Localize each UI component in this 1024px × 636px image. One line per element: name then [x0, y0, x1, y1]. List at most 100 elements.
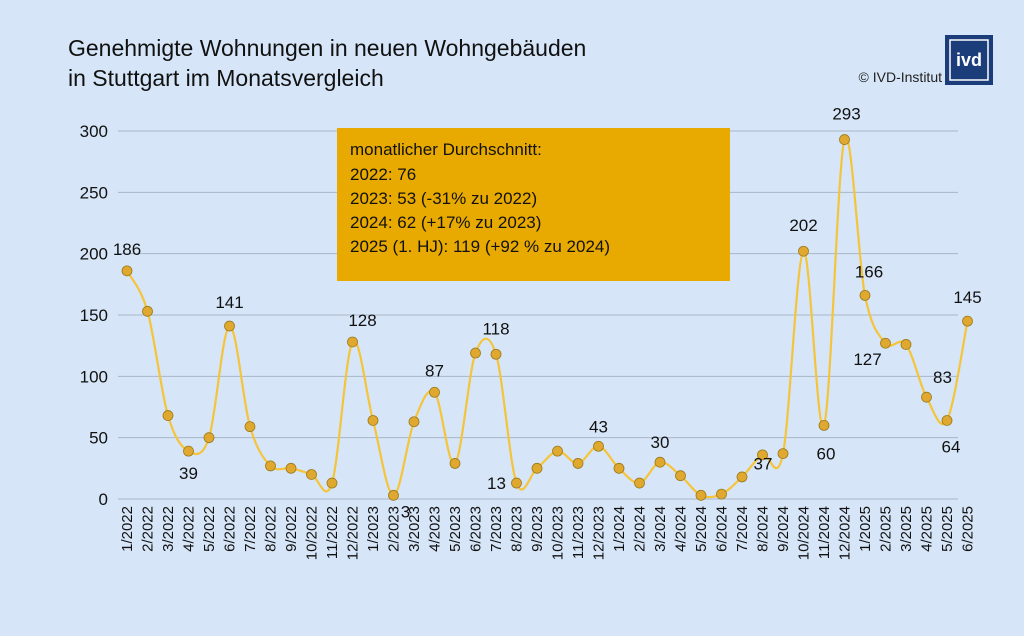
x-tick-label: 10/2022: [304, 506, 321, 560]
data-label: 43: [589, 417, 608, 436]
y-axis-ticks: 0 50 100 150 200 250 300: [80, 122, 108, 509]
x-tick-label: 6/2024: [714, 506, 731, 552]
ivd-logo: ivd: [945, 35, 993, 85]
data-point: [367, 415, 379, 426]
y-tick-label: 100: [80, 367, 108, 386]
info-line-3: 2023: 53 (-31% zu 2022): [350, 189, 537, 208]
x-tick-label: 3/2024: [652, 506, 669, 552]
x-tick-label: 6/2023: [468, 506, 485, 552]
info-line-4: 2024: 62 (+17% zu 2023): [350, 213, 541, 232]
data-label: 166: [855, 262, 883, 281]
copyright-text: © IVD-Institut: [859, 69, 943, 85]
x-tick-label: 12/2022: [345, 506, 362, 560]
x-tick-label: 8/2023: [509, 506, 526, 552]
x-tick-label: 4/2023: [427, 506, 444, 552]
x-tick-label: 5/2022: [201, 506, 218, 552]
data-point: [162, 410, 174, 421]
x-tick-label: 1/2022: [119, 506, 136, 552]
data-point: [859, 289, 871, 301]
data-point: [839, 134, 850, 145]
x-tick-label: 5/2023: [447, 506, 464, 552]
x-tick-label: 10/2024: [796, 506, 813, 560]
data-point: [347, 336, 358, 348]
data-point: [449, 458, 461, 469]
data-point: [798, 245, 809, 257]
x-tick-label: 4/2024: [673, 506, 690, 552]
data-point: [326, 477, 338, 489]
data-point: [654, 456, 666, 468]
x-tick-label: 11/2022: [324, 506, 341, 559]
data-point: [962, 315, 973, 327]
x-axis-ticks: 1/2022 2/2022 3/2022 4/2022 5/2022 6/2022 7/20…: [119, 506, 977, 560]
data-point: [203, 432, 215, 444]
data-point: [880, 337, 891, 349]
data-label: 37: [754, 455, 773, 474]
x-tick-label: 2/2024: [632, 506, 649, 552]
data-point: [224, 320, 235, 332]
data-label: 141: [215, 293, 243, 312]
data-point: [900, 339, 912, 350]
x-tick-label: 7/2024: [734, 506, 751, 552]
x-tick-label: 3/2022: [160, 506, 177, 552]
data-label: 293: [832, 105, 860, 124]
data-point: [121, 265, 133, 277]
x-tick-label: 11/2024: [816, 506, 833, 559]
info-line-1: monatlicher Durchschnitt:: [350, 140, 542, 159]
chart-title-line2: in Stuttgart im Monatsvergleich: [68, 65, 384, 91]
data-point: [634, 477, 645, 489]
data-point: [183, 445, 194, 457]
y-tick-label: 250: [80, 183, 108, 202]
data-point: [142, 305, 153, 317]
logo-frame: [949, 39, 989, 81]
data-label: 30: [651, 433, 670, 452]
data-label: 118: [482, 319, 509, 338]
x-tick-label: 5/2025: [939, 506, 956, 552]
info-line-2: 2022: 76: [350, 165, 416, 184]
data-label: 127: [853, 350, 881, 369]
data-point: [695, 489, 707, 501]
data-point: [572, 458, 584, 469]
x-tick-label: 2/2022: [140, 506, 157, 552]
y-tick-label: 300: [80, 122, 108, 141]
x-tick-label: 1/2024: [611, 506, 628, 552]
x-tick-label: 10/2023: [550, 506, 567, 560]
data-point: [306, 469, 317, 480]
x-tick-label: 9/2022: [283, 506, 300, 552]
data-markers: [121, 134, 973, 501]
x-tick-label: 9/2023: [529, 506, 546, 552]
data-label: 39: [179, 464, 198, 483]
data-point: [552, 445, 563, 457]
y-tick-label: 50: [89, 429, 108, 448]
x-tick-label: 1/2025: [857, 506, 874, 552]
x-tick-label: 4/2022: [181, 506, 198, 552]
x-tick-label: 5/2024: [693, 506, 710, 552]
data-point: [593, 440, 604, 452]
x-tick-label: 1/2023: [365, 506, 382, 552]
x-tick-label: 4/2025: [919, 506, 936, 552]
data-point: [613, 462, 625, 474]
data-label: 145: [953, 288, 981, 307]
info-box-bg: [337, 128, 730, 281]
data-point: [285, 462, 297, 474]
data-point: [408, 416, 420, 428]
data-point: [777, 448, 789, 460]
data-point: [490, 348, 502, 360]
y-tick-label: 0: [99, 490, 108, 509]
logo-box: [945, 35, 993, 85]
info-line-5: 2025 (1. HJ): 119 (+92 % zu 2024): [350, 237, 610, 256]
data-label: 128: [348, 311, 376, 330]
x-tick-label: 8/2022: [263, 506, 280, 552]
data-point: [736, 471, 748, 483]
data-label: 186: [113, 240, 141, 259]
x-tick-label: 9/2024: [775, 506, 792, 552]
data-point: [675, 470, 686, 482]
data-label: 13: [487, 474, 506, 493]
data-point: [818, 419, 830, 431]
data-point: [244, 421, 256, 433]
data-label: 202: [789, 216, 817, 235]
data-point: [921, 391, 932, 403]
data-label: 83: [933, 368, 952, 387]
x-tick-label: 6/2022: [222, 506, 239, 552]
data-point: [429, 386, 440, 398]
